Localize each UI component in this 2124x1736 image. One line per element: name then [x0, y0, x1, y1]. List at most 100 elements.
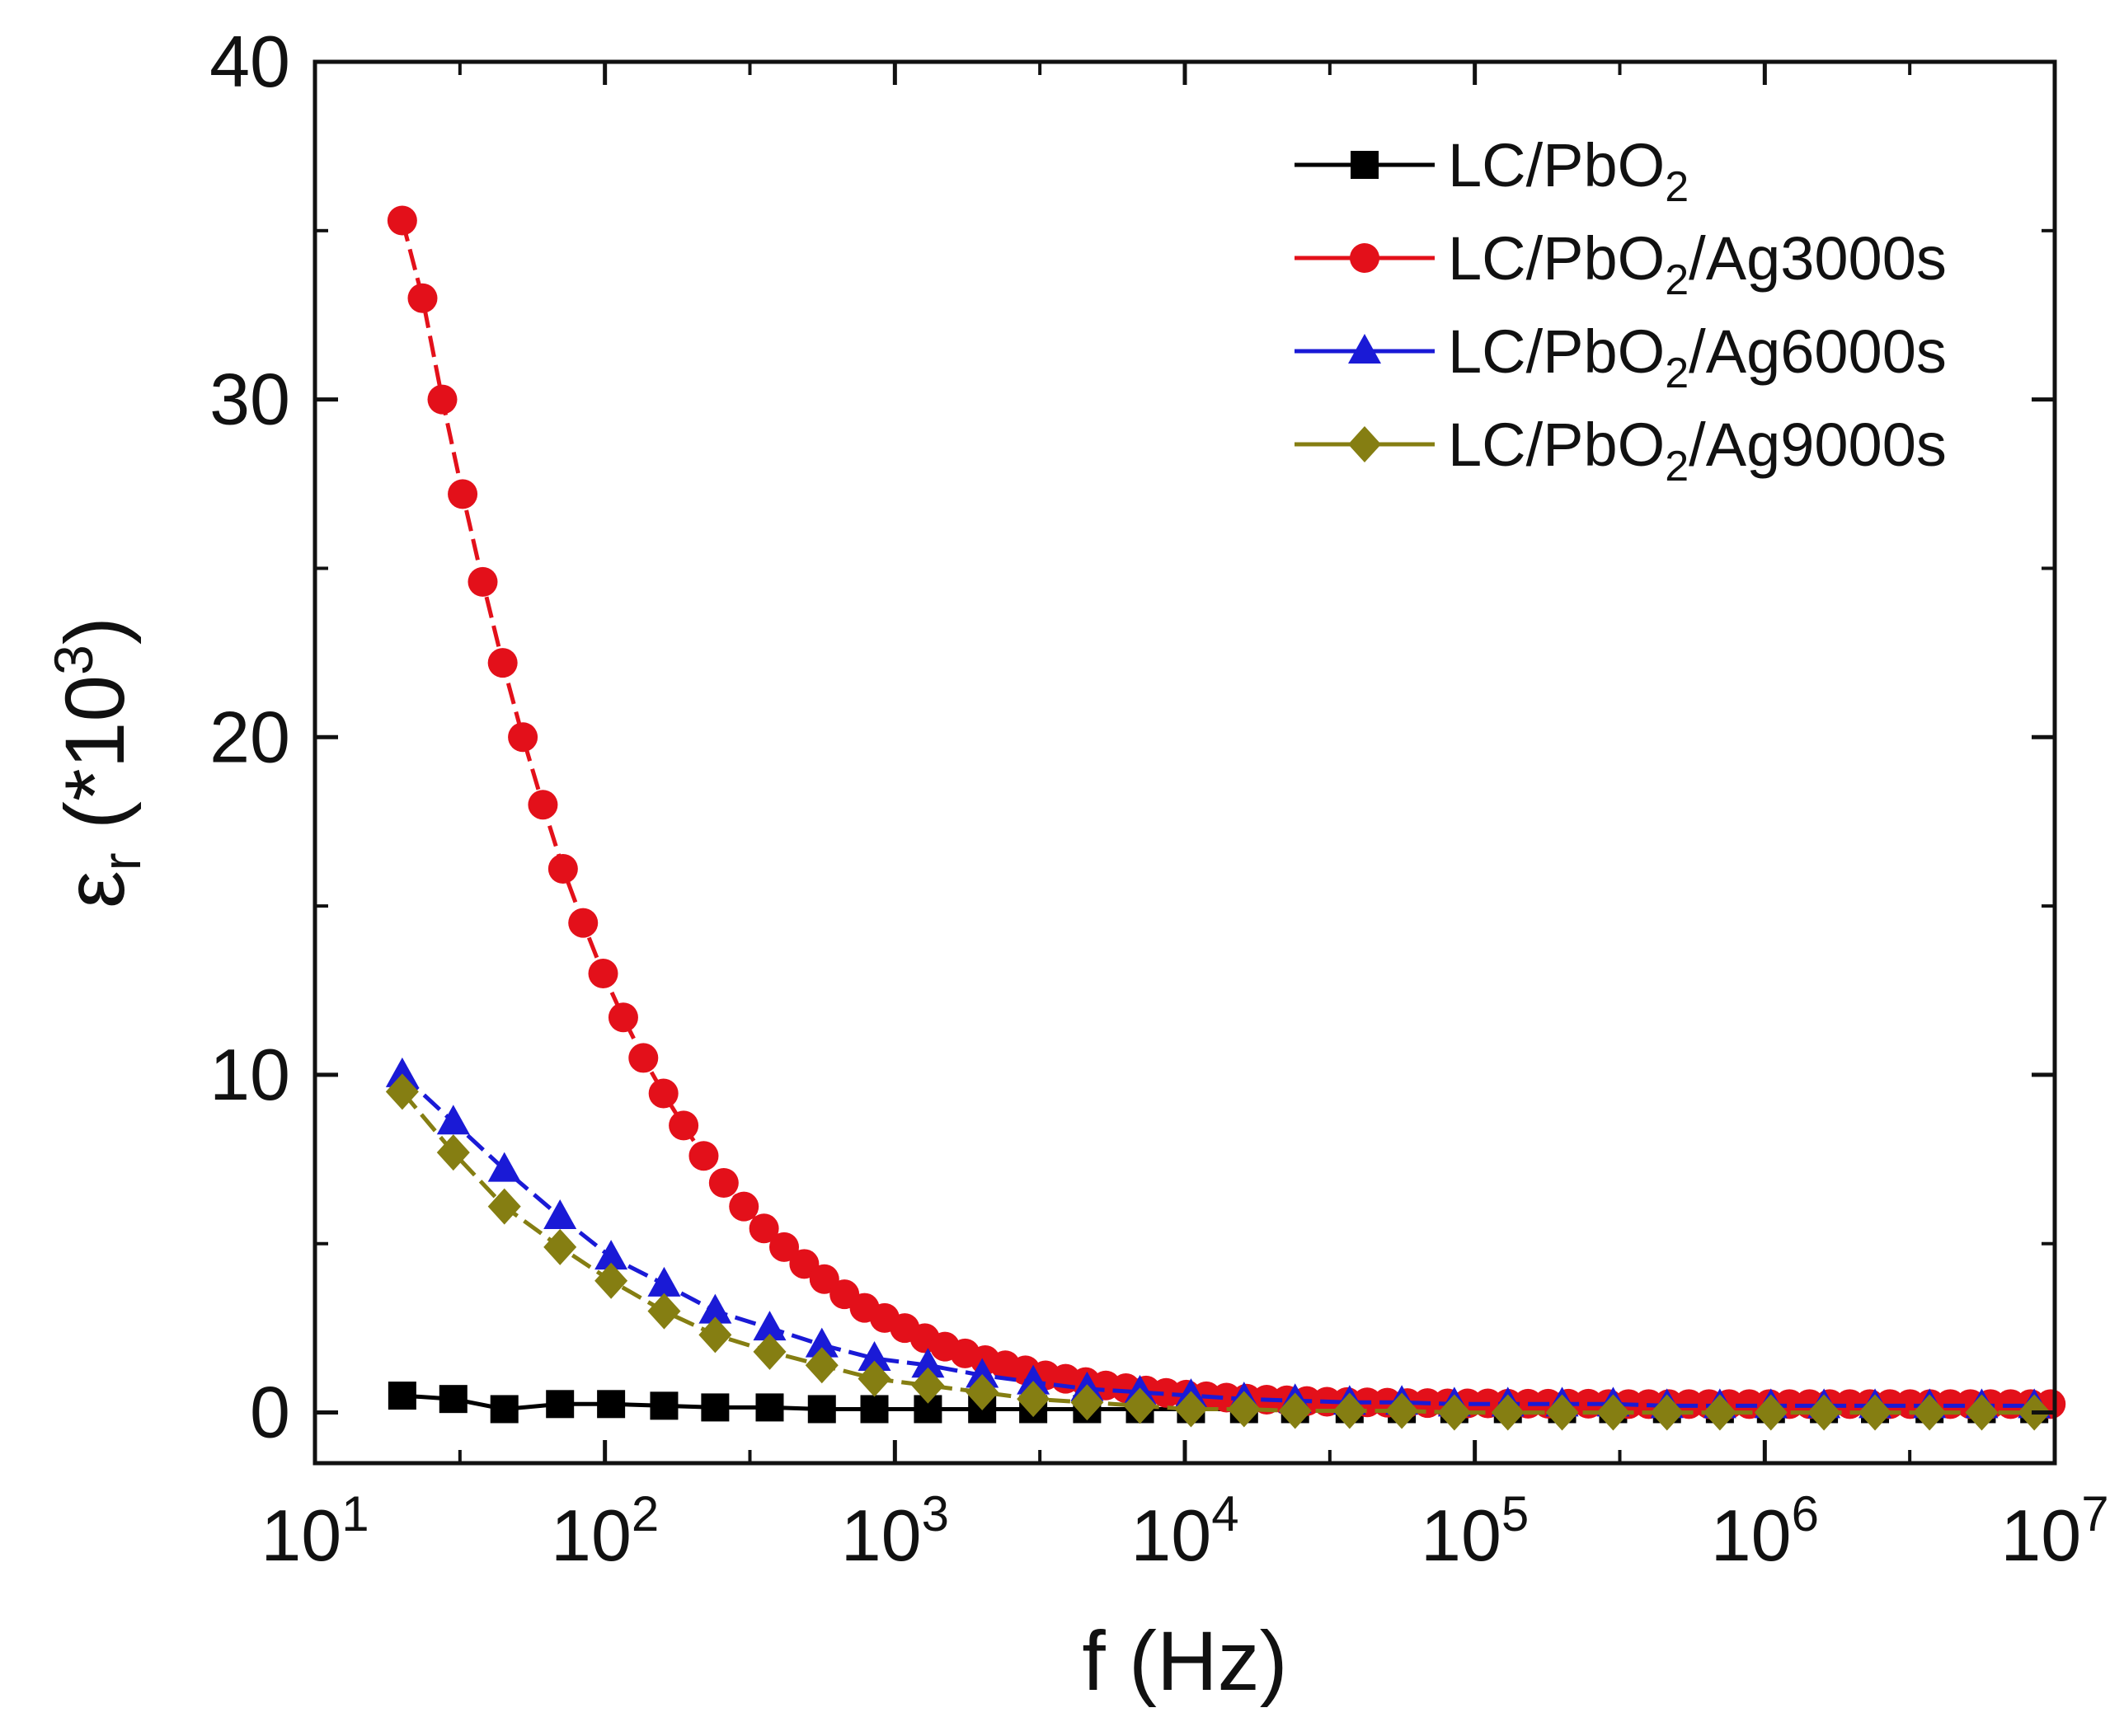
- data-point: [860, 1395, 889, 1424]
- data-point: [753, 1333, 787, 1370]
- data-point: [647, 1266, 681, 1297]
- data-point: [427, 384, 458, 415]
- data-point: [448, 479, 478, 509]
- data-point: [568, 908, 599, 938]
- data-point: [647, 1293, 681, 1330]
- data-point: [698, 1316, 732, 1354]
- data-point: [753, 1311, 787, 1341]
- data-point: [911, 1367, 945, 1404]
- data-point: [543, 1228, 577, 1265]
- series-line: [401, 1073, 2035, 1408]
- data-point: [608, 1002, 638, 1033]
- y-axis-title-prefix: (*10: [48, 675, 142, 852]
- data-point: [628, 1043, 659, 1073]
- y-axis-title-suffix: ): [48, 617, 142, 645]
- legend-item: LC/PbO2: [1295, 131, 1689, 211]
- data-point: [1278, 1392, 1312, 1429]
- data-point: [594, 1262, 628, 1299]
- data-point: [543, 1199, 577, 1229]
- data-point: [966, 1373, 999, 1410]
- data-point: [594, 1240, 628, 1270]
- legend: LC/PbO2 LC/PbO2/Ag3000s LC/PbO2/Ag6000s LC/…: [1295, 131, 1947, 490]
- legend-marker: [1348, 426, 1381, 462]
- data-point: [1332, 1392, 1366, 1429]
- data-point: [729, 1191, 759, 1222]
- y-tick-label: 30: [209, 359, 290, 440]
- data-point: [1017, 1364, 1050, 1395]
- data-point: [597, 1390, 626, 1419]
- data-point: [468, 566, 498, 597]
- x-axis-title: f (Hz): [1082, 1614, 1287, 1708]
- data-point: [669, 1110, 699, 1141]
- x-tick-label: 107: [2000, 1486, 2108, 1576]
- y-tick-label: 20: [209, 696, 290, 777]
- data-point: [387, 205, 417, 236]
- data-point: [1227, 1391, 1261, 1428]
- data-point: [805, 1327, 839, 1358]
- data-point: [487, 1188, 521, 1225]
- data-point: [487, 1152, 521, 1182]
- legend-item: LC/PbO2/Ag9000s: [1295, 411, 1947, 490]
- data-point: [1858, 1394, 1892, 1431]
- data-point: [809, 1264, 839, 1294]
- data-point: [858, 1341, 891, 1372]
- data-point: [789, 1249, 820, 1279]
- series-line: [400, 1090, 2035, 1415]
- series-line: [400, 219, 2051, 1406]
- legend-label: LC/PbO2/Ag9000s: [1448, 411, 1947, 490]
- y-tick-label: 40: [209, 21, 290, 102]
- y-axis-title-subscript: r: [91, 852, 152, 870]
- data-point: [1913, 1394, 1947, 1431]
- data-point: [807, 1395, 836, 1424]
- legend-label: LC/PbO2/Ag3000s: [1448, 224, 1947, 304]
- x-tick-label: 101: [261, 1486, 369, 1576]
- data-point: [1965, 1394, 1999, 1431]
- data-point: [708, 1168, 739, 1198]
- series-triangle: [385, 1057, 2051, 1419]
- data-point: [487, 648, 518, 678]
- data-point: [1807, 1394, 1841, 1431]
- y-axis-title-exponent: 3: [43, 645, 104, 675]
- x-tick-label: 105: [1421, 1486, 1529, 1576]
- data-point: [1754, 1394, 1788, 1431]
- data-point: [688, 1141, 719, 1171]
- data-point: [407, 283, 438, 313]
- data-point: [805, 1347, 839, 1384]
- series-diamond: [385, 1073, 2051, 1431]
- data-point: [1017, 1381, 1050, 1418]
- legend-label: LC/PbO2: [1448, 131, 1689, 211]
- data-point: [701, 1393, 730, 1422]
- data-point: [1385, 1392, 1419, 1429]
- data-point: [650, 1391, 679, 1420]
- axis-ticks: 101 102 103 104 105 106 107 0 10 20 30 40: [209, 21, 2109, 1576]
- series-circle: [387, 205, 2066, 1419]
- data-point: [698, 1293, 732, 1324]
- data-point: [1437, 1394, 1471, 1431]
- data-point: [385, 1057, 419, 1087]
- x-tick-label: 106: [1711, 1486, 1819, 1576]
- data-point: [966, 1358, 999, 1388]
- data-point: [648, 1078, 679, 1109]
- data-point: [436, 1105, 470, 1135]
- legend-item: LC/PbO2/Ag3000s: [1295, 224, 1947, 304]
- legend-marker: [1348, 334, 1381, 364]
- series-layer: [385, 205, 2066, 1431]
- data-point: [911, 1348, 945, 1378]
- y-axis-title: εr (*103): [43, 617, 152, 908]
- data-point: [528, 790, 558, 820]
- data-point: [385, 1073, 419, 1110]
- y-axis-title-symbol: ε: [48, 870, 142, 908]
- data-point: [588, 959, 618, 989]
- legend-item: LC/PbO2/Ag6000s: [1295, 317, 1947, 397]
- data-point: [1491, 1394, 1525, 1431]
- data-point: [546, 1390, 575, 1419]
- y-tick-label: 0: [250, 1372, 290, 1453]
- legend-marker: [1350, 243, 1379, 273]
- x-tick-label: 103: [841, 1486, 949, 1576]
- data-point: [858, 1360, 891, 1397]
- data-point: [1650, 1394, 1684, 1431]
- data-point: [508, 722, 538, 753]
- data-point: [755, 1393, 784, 1422]
- data-point: [490, 1395, 519, 1424]
- x-tick-label: 104: [1130, 1486, 1238, 1576]
